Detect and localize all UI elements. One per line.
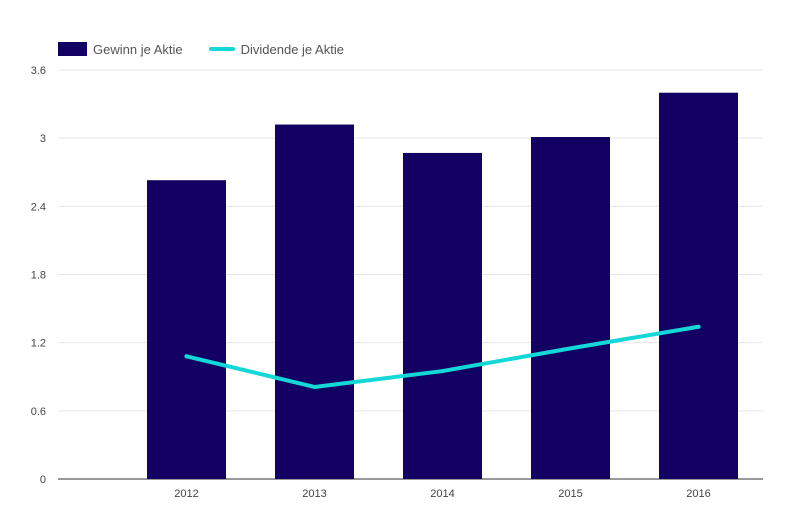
x-tick-label: 2014 bbox=[430, 488, 454, 500]
y-tick-label: 3 bbox=[40, 133, 46, 145]
y-tick-label: 1.2 bbox=[31, 338, 46, 350]
x-tick-label: 2015 bbox=[558, 488, 582, 500]
x-tick-label: 2012 bbox=[174, 488, 198, 500]
x-tick-label: 2016 bbox=[686, 488, 710, 500]
x-tick-label: 2013 bbox=[302, 488, 326, 500]
bar bbox=[403, 152, 482, 480]
line-point bbox=[568, 346, 573, 351]
bar bbox=[275, 124, 354, 480]
legend-swatch-line bbox=[208, 47, 235, 51]
legend-label-gewinn: Gewinn je Aktie bbox=[93, 41, 183, 57]
bar bbox=[531, 137, 610, 479]
bar bbox=[147, 180, 226, 480]
line-point bbox=[184, 354, 189, 359]
legend-swatch-bar bbox=[58, 42, 87, 56]
line-point bbox=[440, 369, 445, 374]
y-tick-label: 1.8 bbox=[31, 270, 46, 282]
y-tick-label: 3.6 bbox=[31, 65, 46, 77]
line-point bbox=[312, 384, 317, 389]
bar bbox=[659, 92, 738, 479]
y-tick-label: 0.6 bbox=[31, 406, 46, 418]
legend: Gewinn je Aktie Dividende je Aktie bbox=[58, 38, 344, 60]
legend-item-gewinn[interactable]: Gewinn je Aktie bbox=[58, 42, 183, 57]
y-tick-label: 0 bbox=[40, 474, 46, 486]
legend-item-dividende[interactable]: Dividende je Aktie bbox=[208, 41, 344, 57]
line-point bbox=[696, 324, 701, 329]
y-tick-label: 2.4 bbox=[31, 201, 46, 213]
legend-label-dividende: Dividende je Aktie bbox=[240, 41, 344, 57]
